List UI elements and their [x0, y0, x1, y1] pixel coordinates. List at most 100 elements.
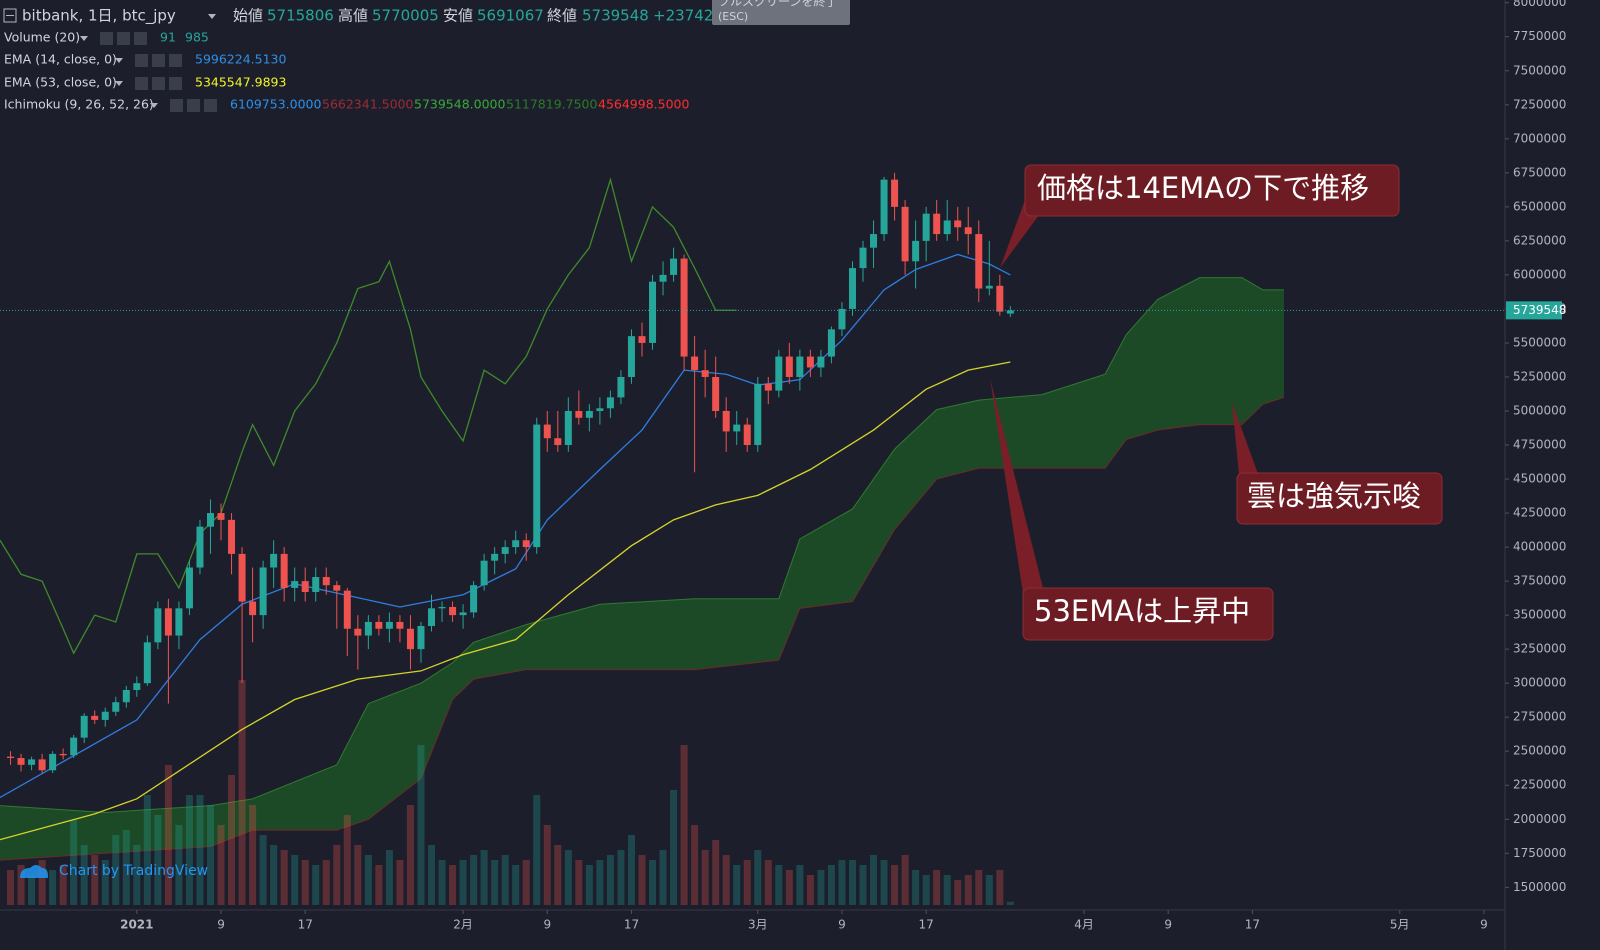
indicator-button[interactable] [100, 32, 113, 45]
indicator-button[interactable] [152, 54, 165, 67]
candle-body [638, 336, 646, 343]
indicator-button[interactable] [135, 77, 148, 90]
candle-body [91, 715, 99, 720]
indicator-button[interactable] [135, 54, 148, 67]
volume-bar [827, 865, 835, 905]
candle-body [817, 356, 825, 368]
volume-bar [217, 825, 225, 905]
volume-bar [491, 860, 499, 905]
volume-bar [522, 860, 530, 905]
volume-bar [354, 845, 362, 905]
volume-bar [185, 795, 193, 905]
tooltip-key: (ESC) [718, 10, 748, 23]
candle-body [449, 606, 457, 616]
y-tick-label: 8000000 [1513, 0, 1566, 9]
fullscreen-tooltip[interactable] [712, 0, 850, 25]
candle-body [80, 715, 88, 738]
dropdown-caret[interactable] [208, 14, 216, 19]
indicator-line [0, 361, 1011, 841]
volume-bar [17, 865, 25, 905]
x-tick-label: 17 [298, 918, 313, 932]
indicator-button[interactable] [170, 99, 183, 112]
volume-bar [680, 745, 688, 905]
indicator-button[interactable] [187, 99, 200, 112]
candle-body [112, 702, 120, 712]
tradingview-logo[interactable] [20, 865, 48, 878]
volume-bar [691, 825, 699, 905]
candle-body [533, 424, 541, 548]
candle-body [185, 567, 193, 609]
volume-bar [533, 795, 541, 905]
indicator-button[interactable] [169, 54, 182, 67]
candle-body [891, 179, 899, 207]
indicator-value: 985 [185, 30, 209, 45]
candle-body [901, 206, 909, 262]
callout-pointer [990, 378, 1046, 600]
candle-body [564, 410, 572, 446]
open-label: 始値 [233, 7, 263, 25]
volume-bar [343, 815, 351, 905]
candle-body [417, 626, 425, 650]
volume-bar [785, 870, 793, 905]
y-tick-label: 5000000 [1513, 403, 1566, 417]
volume-bar [28, 875, 36, 905]
y-tick-label: 2250000 [1513, 778, 1566, 792]
candle-body [333, 585, 341, 591]
candle-body [827, 329, 835, 357]
volume-bar [901, 855, 909, 905]
indicator-label: Volume (20) [4, 30, 80, 45]
candle-body [217, 513, 225, 520]
candle-body [164, 608, 172, 636]
candle-body [606, 397, 614, 409]
volume-bar [501, 855, 509, 905]
dropdown-caret[interactable] [115, 58, 123, 63]
volume-bar [143, 795, 151, 905]
y-tick-label: 6250000 [1513, 233, 1566, 247]
symbol[interactable]: bitbank, 1日, btc_jpy [22, 7, 176, 26]
indicator-button[interactable] [152, 77, 165, 90]
volume-bar [470, 855, 478, 905]
volume-bar [659, 850, 667, 905]
callout-box [1022, 587, 1274, 641]
dropdown-caret[interactable] [115, 81, 123, 86]
watermark[interactable]: Chart by TradingView [59, 863, 208, 879]
volume-bar [438, 860, 446, 905]
symbol-icon[interactable] [3, 8, 17, 23]
candle-body [575, 410, 583, 418]
volume-bar [859, 865, 867, 905]
candle-body [280, 553, 288, 588]
indicator-line [0, 177, 737, 655]
dropdown-caret[interactable] [150, 103, 158, 108]
indicator-button[interactable] [117, 32, 130, 45]
y-tick-label: 4000000 [1513, 540, 1566, 554]
volume-bar [259, 835, 267, 905]
dropdown-caret[interactable] [80, 36, 88, 41]
price-axis [1505, 0, 1600, 950]
low-label: 安値 [443, 7, 473, 25]
high-label: 高値 [338, 7, 368, 25]
volume-bar [312, 865, 320, 905]
volume-bar [80, 845, 88, 905]
candle-body [459, 612, 467, 616]
candle-body [933, 213, 941, 235]
indicator-button[interactable] [204, 99, 217, 112]
y-tick-label: 6750000 [1513, 165, 1566, 179]
indicator-line [0, 253, 1011, 799]
candle-body [880, 179, 888, 235]
volume-bar [722, 855, 730, 905]
x-tick-label: 9 [1164, 918, 1172, 932]
candle-body [196, 526, 204, 568]
candle-body [238, 553, 246, 602]
volume-bar [459, 860, 467, 905]
indicator-value: 5117819.7500 [506, 97, 598, 112]
indicator-button[interactable] [169, 77, 182, 90]
candle-body [312, 577, 320, 592]
volume-bar [238, 680, 246, 905]
indicator-label: EMA (14, close, 0) [4, 52, 117, 67]
callout-text: 53EMAは上昇中 [1034, 594, 1250, 628]
indicator-button[interactable] [134, 32, 147, 45]
candle-body [259, 567, 267, 616]
indicator-value: 6109753.0000 [230, 97, 322, 112]
candle-body [838, 308, 846, 330]
